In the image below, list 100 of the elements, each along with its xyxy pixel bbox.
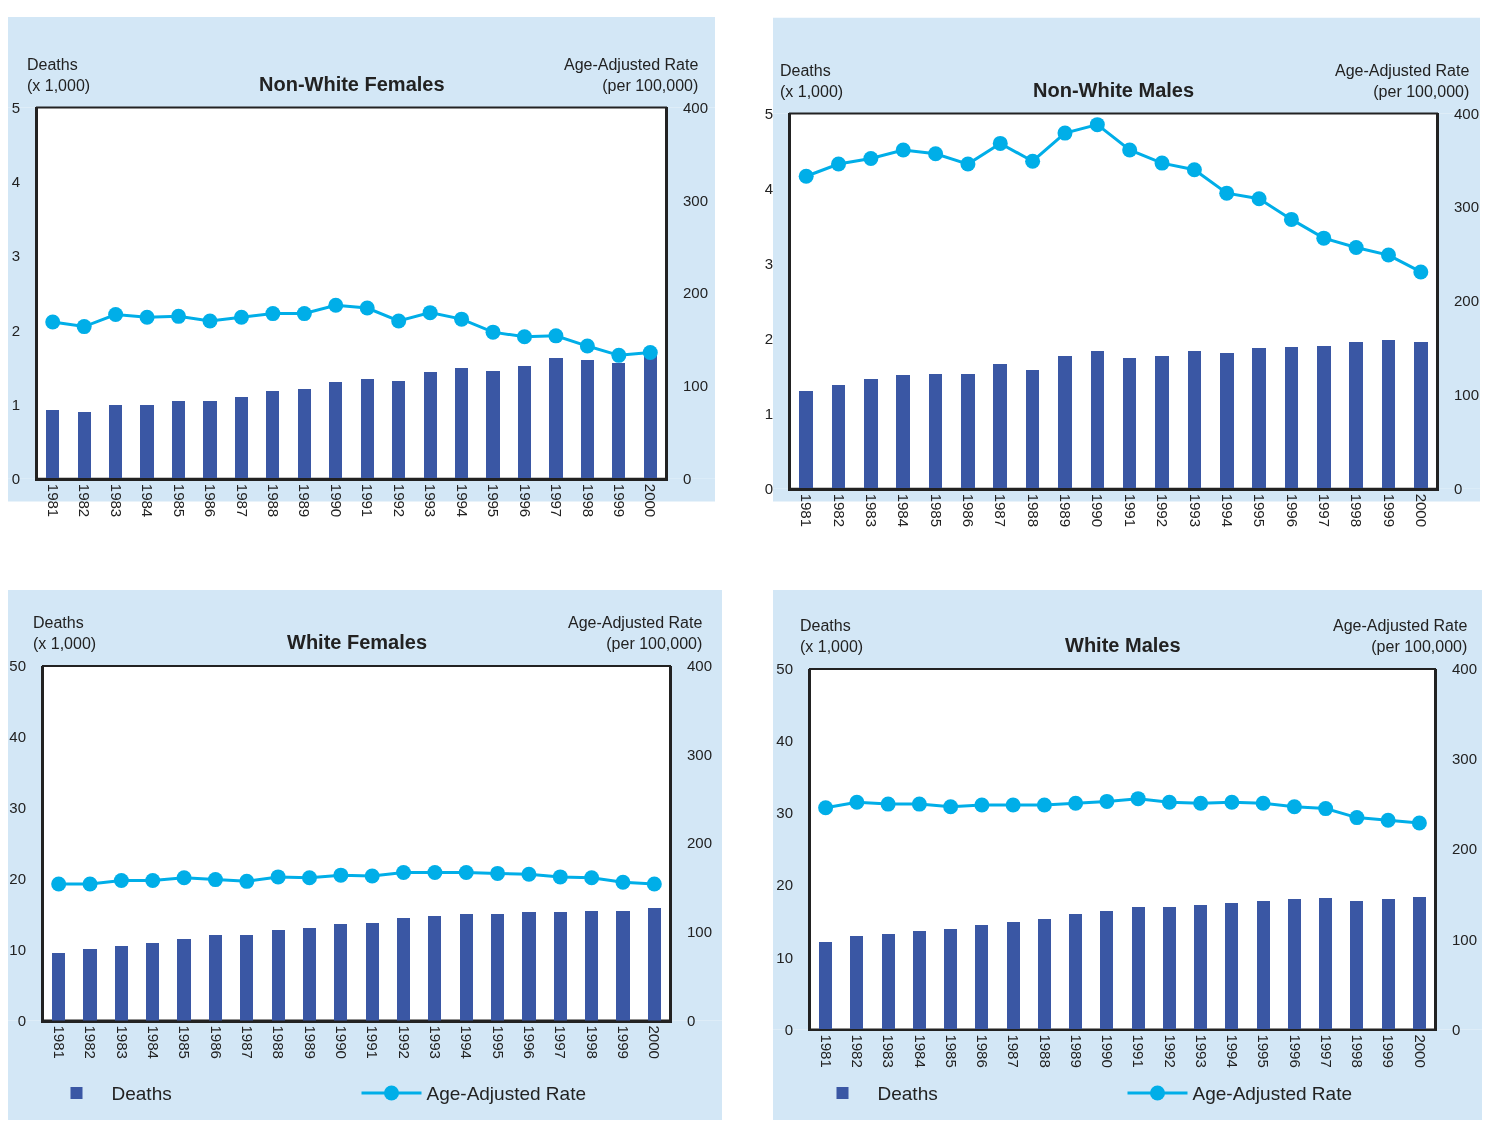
y-tick-label: 5 xyxy=(764,104,773,122)
y-tick-label: 0 xyxy=(784,1020,793,1038)
y2-axis-title: Age-Adjusted Rate (per 100,000) xyxy=(564,56,699,94)
bar xyxy=(554,911,567,1021)
bar xyxy=(1285,347,1298,489)
y-tick-label: 1 xyxy=(764,404,773,422)
point xyxy=(233,309,249,325)
y2-axis-title: Age-Adjusted Rate (per 100,000) xyxy=(1333,617,1468,655)
point xyxy=(333,867,349,883)
point xyxy=(642,345,658,361)
point xyxy=(818,800,834,816)
x-tick-label: 1997 xyxy=(1317,1034,1335,1068)
x-tick-label: 1999 xyxy=(1380,493,1398,528)
y2-tick-label: 100 xyxy=(687,923,713,941)
x-tick-label: 1990 xyxy=(1099,1034,1117,1068)
y2-tick-label: 200 xyxy=(1454,292,1480,310)
y2-tick-label: 200 xyxy=(683,284,709,302)
point xyxy=(1005,797,1021,813)
bar xyxy=(961,374,975,489)
point xyxy=(171,308,187,324)
bar xyxy=(46,410,59,479)
point xyxy=(552,869,568,885)
point xyxy=(485,324,501,340)
point xyxy=(1380,812,1396,828)
bar xyxy=(428,915,441,1021)
bar xyxy=(392,381,405,479)
point xyxy=(1186,162,1202,178)
bar xyxy=(491,913,504,1021)
y2-tick-label: 0 xyxy=(1452,1020,1461,1038)
y2-tick-label: 300 xyxy=(1452,750,1478,768)
x-tick-label: 1994 xyxy=(453,483,471,518)
x-tick-label: 1992 xyxy=(1161,1034,1179,1068)
x-tick-label: 1989 xyxy=(1067,1034,1085,1068)
x-tick-label: 1984 xyxy=(911,1034,929,1068)
point xyxy=(960,156,976,172)
bar xyxy=(819,941,832,1029)
x-tick-label: 1999 xyxy=(1380,1034,1398,1068)
legend-label: Age-Adjusted Rate xyxy=(426,1083,586,1105)
bar xyxy=(235,397,248,479)
x-tick-label: 1994 xyxy=(458,1025,476,1059)
x-tick-label: 1985 xyxy=(927,493,945,528)
point xyxy=(364,868,380,884)
x-tick-label: 1988 xyxy=(265,483,283,518)
x-tick-label: 1986 xyxy=(974,1034,992,1068)
point xyxy=(1251,191,1267,207)
y-tick-label: 1 xyxy=(11,395,20,413)
y2-tick-label: 400 xyxy=(683,98,709,116)
x-tick-label: 1995 xyxy=(1255,1034,1273,1068)
bar xyxy=(1350,900,1363,1029)
x-tick-label: 1982 xyxy=(849,1034,867,1068)
point xyxy=(615,874,631,890)
point xyxy=(391,313,407,329)
bar xyxy=(146,942,159,1021)
bar xyxy=(1069,913,1082,1029)
bar xyxy=(366,922,379,1021)
y2-tick-label: 0 xyxy=(687,1011,696,1029)
point xyxy=(974,797,990,813)
bar xyxy=(240,934,253,1021)
x-tick-label: 1993 xyxy=(1192,1034,1210,1068)
bar xyxy=(455,368,468,479)
x-tick-label: 1992 xyxy=(390,483,408,518)
bar xyxy=(1123,358,1136,489)
x-tick-label: 1991 xyxy=(359,483,377,518)
point xyxy=(359,300,375,316)
y-tick-label: 20 xyxy=(9,869,26,887)
bar xyxy=(612,363,625,479)
x-tick-label: 1999 xyxy=(610,483,628,518)
y-tick-label: 2 xyxy=(11,321,20,339)
point xyxy=(579,338,595,354)
bar xyxy=(993,364,1007,489)
y2-tick-label: 300 xyxy=(1454,198,1480,216)
x-tick-label: 1984 xyxy=(139,483,157,518)
x-tick-label: 1982 xyxy=(830,493,848,528)
point xyxy=(911,796,927,812)
point xyxy=(1348,240,1364,256)
x-tick-label: 1996 xyxy=(516,483,534,518)
bar xyxy=(832,385,845,489)
bar xyxy=(52,952,65,1021)
point xyxy=(202,313,218,329)
legend-label: Deaths xyxy=(877,1083,938,1105)
point xyxy=(1286,799,1302,815)
x-tick-label: 1981 xyxy=(44,483,62,518)
x-tick-label: 1983 xyxy=(863,493,881,528)
point xyxy=(1411,815,1427,831)
bar xyxy=(460,913,473,1021)
bar xyxy=(1257,900,1270,1029)
x-tick-label: 1987 xyxy=(992,493,1010,528)
y-tick-label: 30 xyxy=(776,804,793,822)
x-tick-label: 1981 xyxy=(50,1025,68,1059)
y-tick-label: 50 xyxy=(9,657,26,675)
bar xyxy=(975,924,988,1029)
bar xyxy=(1091,351,1104,489)
bar xyxy=(361,379,374,479)
point xyxy=(1224,794,1240,810)
point xyxy=(458,864,474,880)
x-tick-label: 1987 xyxy=(1005,1034,1023,1068)
point xyxy=(548,328,564,344)
bar xyxy=(334,923,347,1021)
point xyxy=(1068,795,1084,811)
point xyxy=(45,314,61,330)
